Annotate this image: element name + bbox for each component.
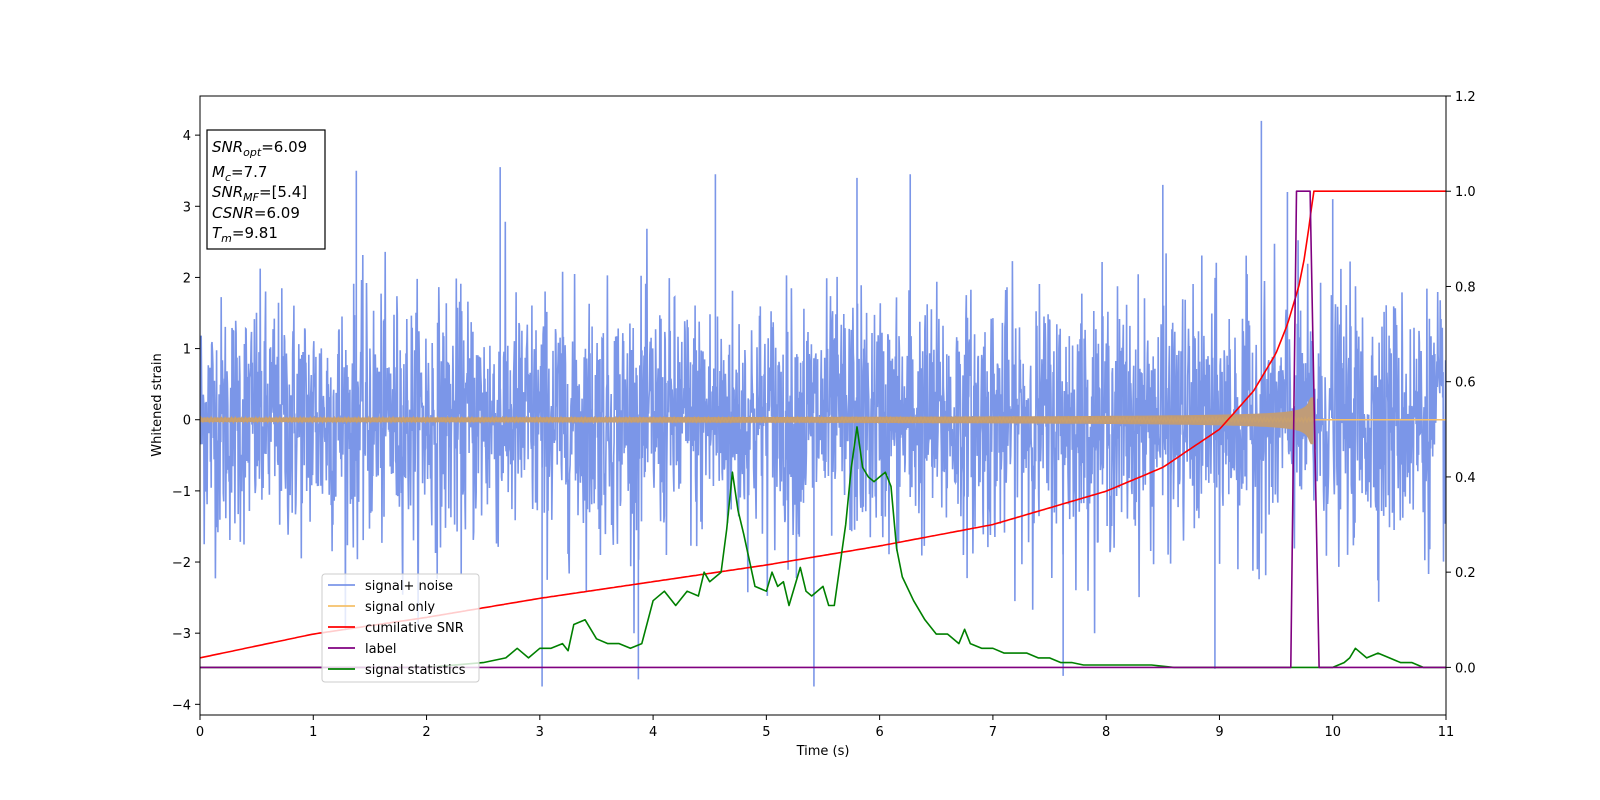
x-tick-label: 4	[649, 725, 657, 740]
y-axis-left: −4 −3 −2 −1 0 1 2 3 4	[172, 129, 200, 713]
y2-tick-label: 0.2	[1455, 566, 1476, 581]
y-tick-label: −4	[172, 698, 191, 713]
legend-label: signal only	[365, 600, 435, 615]
x-axis: 0 1 2 3 4 5 6 7 8 9 10 11	[196, 715, 1454, 740]
info-line: SNRopt=6.09	[212, 138, 307, 159]
x-axis-label: Time (s)	[796, 744, 850, 759]
y2-tick-label: 0.0	[1455, 661, 1476, 676]
y2-tick-label: 1.2	[1455, 90, 1476, 105]
y2-tick-label: 0.8	[1455, 280, 1476, 295]
info-line: SNRMF=[5.4]	[212, 183, 307, 204]
x-tick-label: 9	[1215, 725, 1223, 740]
legend-label: signal statistics	[365, 663, 466, 678]
info-box-frame	[206, 129, 326, 250]
legend-frame	[321, 573, 480, 683]
x-tick-label: 10	[1324, 725, 1341, 740]
series-label	[200, 190, 1446, 669]
legend: signal+ noise signal only cumilative SNR la…	[321, 573, 480, 683]
x-tick-label: 8	[1102, 725, 1110, 740]
plot-frame	[199, 95, 1447, 716]
info-line: CSNR=6.09	[212, 204, 300, 222]
legend-label: cumilative SNR	[365, 621, 464, 636]
y-axis-label: Whitened strain	[150, 353, 165, 456]
y2-tick-label: 1.0	[1455, 185, 1476, 200]
y-tick-label: 1	[183, 343, 191, 358]
y-tick-label: 2	[183, 271, 191, 286]
x-tick-label: 5	[762, 725, 770, 740]
signal-only-oscillation	[200, 415, 1315, 425]
legend-label: signal+ noise	[365, 579, 453, 594]
series-signal-only	[200, 397, 1314, 445]
y-tick-label: −3	[172, 627, 191, 642]
x-tick-label: 3	[536, 725, 544, 740]
x-tick-label: 7	[989, 725, 997, 740]
y2-tick-label: 0.6	[1455, 376, 1476, 391]
noise-spikes	[355, 120, 1334, 687]
y-tick-label: 4	[183, 129, 191, 144]
plot-area	[200, 120, 1446, 687]
y-tick-label: −2	[172, 556, 191, 571]
x-tick-label: 0	[196, 725, 204, 740]
y2-tick-label: 0.4	[1455, 471, 1476, 486]
y-tick-label: −1	[172, 485, 191, 500]
x-tick-label: 2	[422, 725, 430, 740]
info-line: Mc=7.7	[212, 163, 267, 184]
info-line: Tm=9.81	[212, 224, 278, 245]
y-tick-label: 0	[183, 414, 191, 429]
x-tick-label: 6	[875, 725, 883, 740]
legend-label: label	[365, 642, 396, 657]
x-tick-label: 11	[1438, 725, 1455, 740]
y-tick-label: 3	[183, 200, 191, 215]
y-axis-right: 0.0 0.2 0.4 0.6 0.8 1.0 1.2	[1446, 90, 1476, 676]
x-tick-label: 1	[309, 725, 317, 740]
